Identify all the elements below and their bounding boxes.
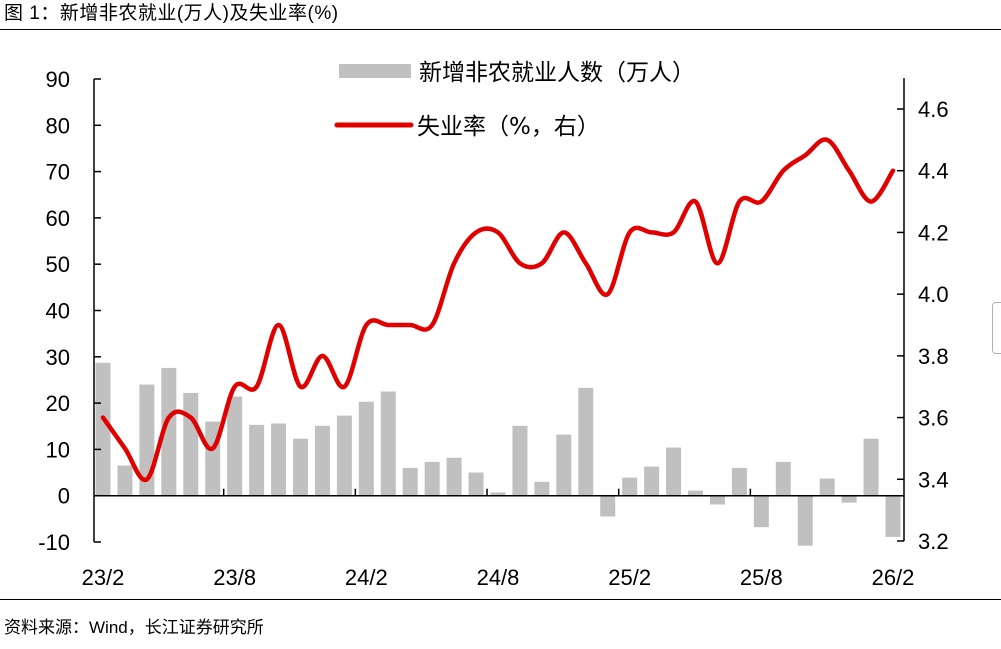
bottom-rule — [0, 599, 1001, 600]
bar-25-9 — [775, 461, 791, 496]
right-tick-label: 4.2 — [918, 220, 949, 245]
bar-23-3 — [117, 465, 133, 496]
bar-23-11 — [293, 438, 308, 496]
left-tick-label: 0 — [58, 484, 70, 509]
bar-24-10 — [534, 481, 550, 496]
bar-25-7 — [731, 467, 747, 496]
left-tick-label: 50 — [46, 252, 70, 277]
bar-25-8 — [753, 495, 769, 528]
bar-26-1 — [863, 438, 879, 496]
right-tick-label: 3.2 — [918, 529, 949, 554]
right-tick-label: 4.6 — [918, 97, 949, 122]
x-tick-label: 25/2 — [608, 565, 651, 590]
bar-23-8 — [227, 396, 243, 496]
bar-24-2 — [358, 401, 374, 496]
top-rule — [0, 29, 1001, 30]
left-tick-label: 70 — [46, 160, 70, 185]
left-tick-label: 60 — [46, 206, 70, 231]
bar-23-6 — [183, 392, 199, 496]
left-tick-label: -10 — [38, 530, 70, 555]
legend-label-bars: 新增非农就业人数（万人） — [419, 60, 695, 86]
bar-24-8 — [490, 492, 506, 496]
bar-25-6 — [709, 495, 725, 505]
right-tick-label: 3.4 — [918, 467, 949, 492]
bar-23-10 — [271, 423, 287, 496]
bar-24-9 — [512, 425, 528, 496]
left-tick-label: 20 — [46, 391, 70, 416]
x-tick-label: 24/2 — [345, 565, 388, 590]
right-tick-label: 3.8 — [918, 344, 949, 369]
bar-25-4 — [666, 447, 682, 496]
left-tick-label: 30 — [46, 345, 70, 370]
bar-24-5 — [424, 461, 440, 496]
bar-23-9 — [249, 424, 265, 496]
right-tick-label: 4.4 — [918, 159, 949, 184]
left-tick-label: 40 — [46, 299, 70, 324]
bar-24-11 — [556, 434, 572, 496]
bar-24-12 — [578, 387, 594, 496]
bar-24-7 — [468, 472, 484, 496]
bar-25-3 — [644, 466, 660, 496]
bar-23-2 — [95, 362, 111, 496]
x-tick-label: 26/2 — [872, 565, 915, 590]
left-tick-label: 90 — [46, 67, 70, 92]
bar-25-11 — [819, 478, 835, 496]
chart: 90 80 70 60 50 40 30 20 10 0 -10 4.6 4.4 4.2 4.0 3.8 3.6… — [38, 60, 949, 590]
bar-25-2 — [622, 477, 638, 496]
left-tick-label: 10 — [46, 437, 70, 462]
right-tick-label: 4.0 — [918, 282, 949, 307]
bar-25-5 — [688, 490, 703, 496]
legend-bar-swatch — [339, 64, 411, 78]
bar-24-1 — [336, 415, 352, 496]
x-tick-label: 23/2 — [82, 565, 125, 590]
figure-title: 图 1：新增非农就业(万人)及失业率(%) — [4, 3, 339, 24]
bar-24-6 — [446, 457, 462, 496]
bar-25-10 — [797, 495, 813, 546]
x-tick-label: 25/8 — [740, 565, 783, 590]
x-tick-label: 23/8 — [213, 565, 256, 590]
legend-label-line: 失业率（%，右） — [417, 114, 600, 140]
bar-25-1 — [600, 495, 616, 517]
side-panel-handle[interactable] — [992, 302, 1001, 354]
bar-24-3 — [380, 391, 396, 496]
bar-25-12 — [841, 495, 857, 503]
bar-26-2 — [885, 495, 901, 537]
bar-23-5 — [161, 367, 177, 496]
source-note: 资料来源：Wind，长江证券研究所 — [4, 618, 264, 637]
bar-23-12 — [314, 425, 330, 496]
right-tick-label: 3.6 — [918, 406, 949, 431]
bar-24-4 — [402, 467, 418, 496]
left-tick-label: 80 — [46, 113, 70, 138]
unemployment-line — [100, 137, 896, 483]
x-tick-label: 24/8 — [477, 565, 520, 590]
